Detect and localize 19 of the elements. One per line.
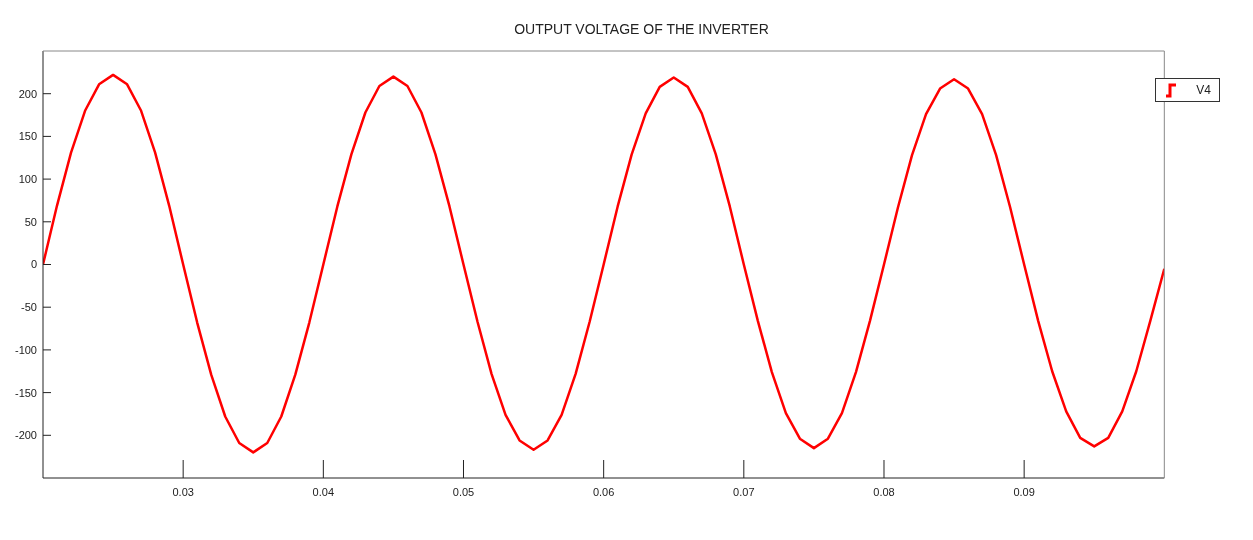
y-tick-label: 150 [18,130,37,143]
y-tick-label: -200 [14,429,37,442]
x-tick-label: 0.06 [592,485,615,498]
y-tick-label: 0 [30,258,37,271]
x-tick-label: 0.03 [172,485,194,498]
x-tick-label: 0.05 [452,485,475,498]
y-tick-label: -150 [14,386,37,399]
y-tick-label: 100 [18,173,37,186]
y-tick-label: 200 [18,87,37,100]
x-tick-label: 0.04 [312,485,335,498]
chart-title: OUTPUT VOLTAGE OF THE INVERTER [514,21,769,37]
x-tick-label: 0.09 [1013,485,1035,498]
x-tick-label: 0.08 [873,485,895,498]
line-series [43,73,1165,454]
y-tick-label: 50 [24,215,37,228]
x-tick-label: 0.07 [733,485,755,498]
legend-label: V4 [1196,83,1211,97]
y-tick-label: -100 [14,343,37,356]
y-tick-label: -50 [21,301,37,314]
